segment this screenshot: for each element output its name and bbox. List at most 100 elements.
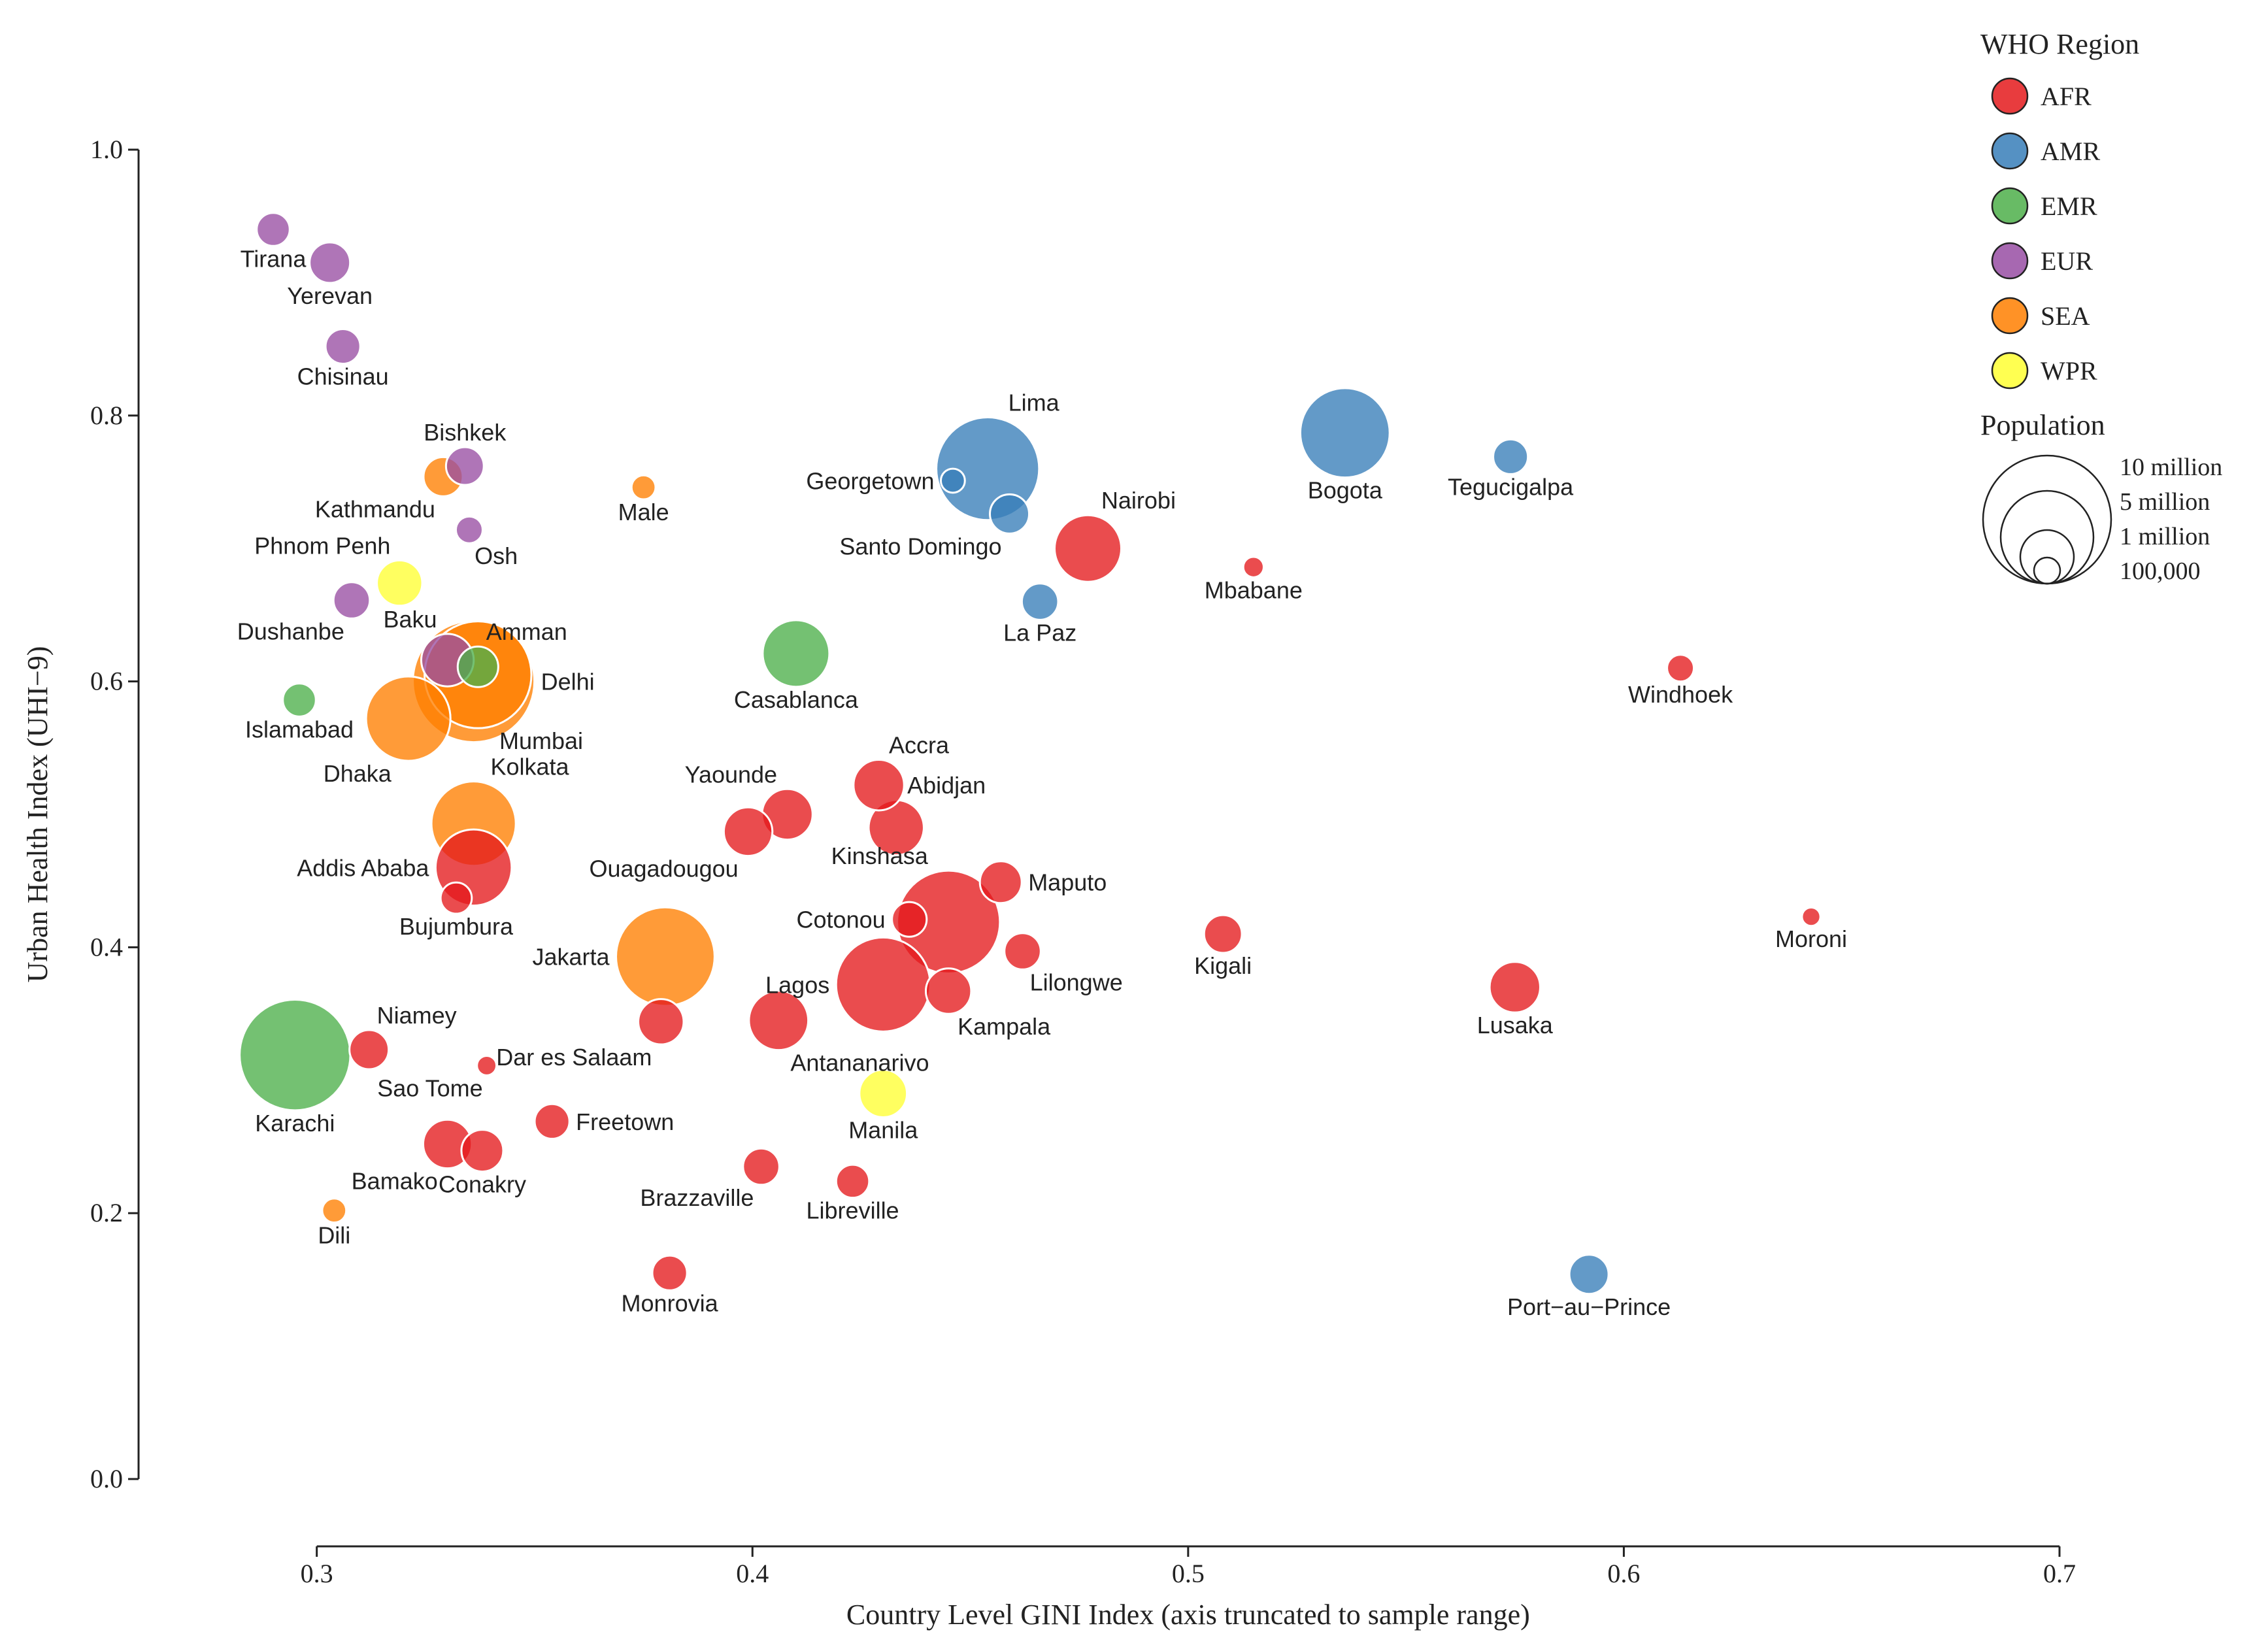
bubble-jakarta [615, 906, 716, 1007]
legend-swatch-afr [1991, 77, 2029, 115]
bubble-niamey [348, 1029, 390, 1071]
x-tick-label: 0.5 [1172, 1559, 1205, 1588]
bubble-monrovia [651, 1254, 688, 1291]
legend-swatch-amr [1991, 132, 2029, 170]
region-legend: WHO Region AFR AMR EMR EUR SEA WPR [1980, 28, 2139, 390]
label-mbabane: Mbabane [1205, 576, 1303, 603]
bubble-brazzaville [742, 1147, 780, 1186]
x-tick-label: 0.6 [1607, 1559, 1640, 1588]
label-moroni: Moroni [1775, 925, 1847, 952]
label-amman: Amman [486, 618, 567, 645]
bubble-yerevan [309, 241, 352, 284]
bubble-georgetown [939, 467, 966, 494]
label-dar-es-salaam: Dar es Salaam [496, 1044, 652, 1071]
label-nairobi: Nairobi [1101, 487, 1176, 514]
label-lilongwe: Lilongwe [1030, 969, 1123, 995]
label-dhaka: Dhaka [324, 760, 392, 787]
bubble-port-au-prince [1568, 1254, 1610, 1295]
bubble-manila [858, 1069, 909, 1119]
bubble-dushanbe [332, 581, 371, 620]
y-axis: 0.0 0.2 0.4 0.6 0.8 1.0 Urban Health Index (U… [22, 135, 140, 1493]
population-legend-circle [1982, 454, 2112, 585]
x-ticks: 0.3 0.4 0.5 0.6 0.7 [301, 1546, 2076, 1588]
x-axis: 0.3 0.4 0.5 0.6 0.7 Country Level GINI Index… [301, 1545, 2076, 1631]
y-tick-label: 1.0 [90, 135, 123, 164]
bubble-libreville [835, 1163, 871, 1199]
population-legend-title: Population [1980, 409, 2105, 441]
label-lagos: Lagos [765, 971, 829, 998]
bubble-nairobi [1054, 514, 1123, 583]
legend-label-amr: AMR [2041, 137, 2100, 166]
population-legend-label: 10 million [2120, 454, 2222, 481]
x-axis-title: Country Level GINI Index (axis truncated… [846, 1599, 1530, 1631]
label-brazzaville: Brazzaville [640, 1184, 754, 1211]
label-lusaka: Lusaka [1477, 1012, 1554, 1039]
x-tick-label: 0.4 [736, 1559, 769, 1588]
label-mumbai: Mumbai [499, 727, 583, 754]
bubble-moroni [1801, 906, 1822, 927]
bubble-antananarivo [748, 990, 810, 1052]
bubble-maputo [978, 860, 1023, 905]
label-conakry: Conakry [439, 1171, 526, 1198]
bubble-karachi [239, 998, 352, 1112]
bubble-conakry [460, 1129, 505, 1173]
bubble-accra [852, 759, 905, 812]
label-dushanbe: Dushanbe [237, 618, 344, 644]
label-freetown: Freetown [576, 1108, 674, 1135]
label-bogota: Bogota [1308, 477, 1383, 504]
label-niamey: Niamey [377, 1002, 457, 1029]
y-axis-title: Urban Health Index (UHI−9) [22, 646, 54, 983]
legend-label-afr: AFR [2041, 82, 2092, 111]
legend-swatch-eur [1991, 242, 2029, 280]
label-libreville: Libreville [807, 1197, 899, 1224]
bubble-bujumbura [439, 881, 473, 915]
legend-label-wpr: WPR [2041, 356, 2097, 386]
label-kampala: Kampala [958, 1013, 1051, 1040]
region-legend-title: WHO Region [1980, 28, 2139, 60]
bubble-sao-tome [476, 1054, 498, 1076]
label-port-au-prince: Port−au−Prince [1507, 1293, 1671, 1320]
label-abidjan: Abidjan [907, 772, 986, 799]
bubble-tirana [256, 212, 291, 247]
label-antananarivo: Antananarivo [790, 1050, 929, 1076]
label-osh: Osh [475, 542, 518, 569]
bubble-bogota [1299, 387, 1391, 479]
bubble-dar-es-salaam [637, 998, 685, 1046]
label-accra: Accra [889, 732, 950, 759]
population-legend-label: 1 million [2120, 523, 2210, 550]
y-tick-label: 0.0 [90, 1464, 123, 1493]
legend-label-sea: SEA [2041, 301, 2090, 331]
bubble-kampala [924, 967, 973, 1015]
city-labels-layer: Tirana Yerevan Chisinau Bishkek Kathmandu Osh… [237, 245, 1847, 1320]
label-tirana: Tirana [241, 245, 307, 272]
bubble-dhaka [365, 675, 452, 762]
bubbles-layer [239, 212, 1822, 1295]
legend-swatch-wpr [1991, 352, 2029, 390]
bubble-dili [321, 1197, 348, 1224]
label-kathmandu: Kathmandu [315, 495, 435, 522]
label-addis-ababa: Addis Ababa [297, 854, 429, 881]
label-yerevan: Yerevan [287, 282, 373, 309]
y-tick-label: 0.6 [90, 667, 123, 696]
bubble-kigali [1203, 914, 1243, 954]
bubble-santo-domingo [989, 493, 1031, 535]
label-yaounde: Yaounde [685, 761, 777, 788]
bubble-ouagadougou [722, 806, 774, 857]
bubble-lilongwe [1003, 932, 1042, 971]
label-kinshasa: Kinshasa [831, 842, 929, 869]
x-tick-label: 0.3 [301, 1559, 333, 1588]
population-legend-circle [2033, 556, 2061, 585]
label-karachi: Karachi [255, 1110, 335, 1137]
label-monrovia: Monrovia [622, 1289, 719, 1316]
label-windhoek: Windhoek [1628, 681, 1733, 708]
x-tick-label: 0.7 [2043, 1559, 2076, 1588]
label-maputo: Maputo [1028, 869, 1107, 896]
label-male: Male [618, 499, 669, 525]
label-cotonou: Cotonou [797, 907, 886, 933]
label-sao-tome: Sao Tome [377, 1074, 482, 1101]
label-tegucigalpa: Tegucigalpa [1448, 473, 1574, 500]
population-legend-circle [1999, 490, 2095, 585]
legend-swatch-sea [1991, 297, 2029, 335]
bubble-lagos [835, 936, 931, 1033]
